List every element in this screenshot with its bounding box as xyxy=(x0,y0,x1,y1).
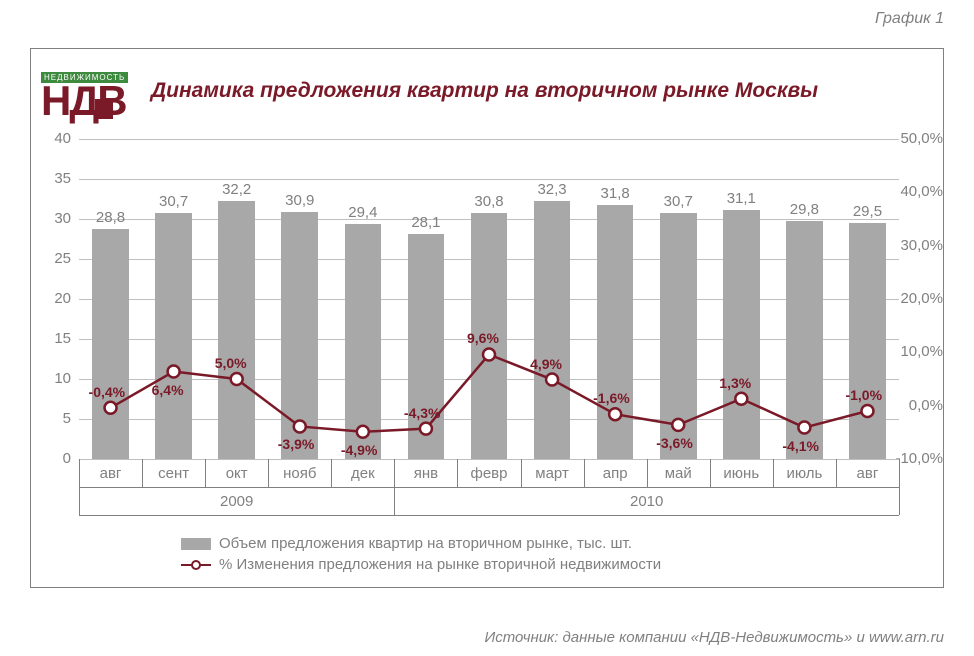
year-label: 2010 xyxy=(597,493,697,510)
x-tick-label: апр xyxy=(590,465,640,482)
logo-main-text: НДВ xyxy=(41,85,131,117)
source-text: Источник: данные компании «НДВ-Недвижимо… xyxy=(484,629,944,646)
y2-tick: 30,0% xyxy=(900,237,943,254)
grid-line xyxy=(79,459,899,460)
x-tick-label: нояб xyxy=(275,465,325,482)
y1-tick: 15 xyxy=(41,330,71,347)
line-value-label: -0,4% xyxy=(89,384,126,400)
legend-item-bar: Объем предложения квартир на вторичном р… xyxy=(181,535,801,552)
x-tick-label: март xyxy=(527,465,577,482)
line-value-label: -1,6% xyxy=(593,390,630,406)
legend-swatch-bar xyxy=(181,538,211,550)
line-value-label: -4,3% xyxy=(404,405,441,421)
line-value-label: -4,9% xyxy=(341,442,378,458)
x-tick-mark xyxy=(521,459,522,487)
x-tick-label: авг xyxy=(86,465,136,482)
x-tick-label: июль xyxy=(779,465,829,482)
y2-tick: 40,0% xyxy=(900,183,943,200)
y1-tick: 5 xyxy=(41,410,71,427)
legend-swatch-line xyxy=(181,558,211,572)
x-tick-label: июнь xyxy=(716,465,766,482)
x-tick-label: сент xyxy=(149,465,199,482)
y2-tick: 10,0% xyxy=(900,343,943,360)
x-tick-mark xyxy=(331,459,332,487)
line-value-label: 6,4% xyxy=(152,382,184,398)
logo-block: НЕДВИЖИМОСТЬ НДВ xyxy=(41,67,131,117)
chart-frame: НЕДВИЖИМОСТЬ НДВ Динамика предложения кв… xyxy=(30,48,944,588)
x-tick-mark xyxy=(710,459,711,487)
chart-title: Динамика предложения квартир на вторично… xyxy=(151,79,818,103)
line-value-label: 4,9% xyxy=(530,356,562,372)
line-value-label: 1,3% xyxy=(719,375,751,391)
line-value-label: -3,6% xyxy=(656,435,693,451)
x-tick-label: окт xyxy=(212,465,262,482)
line-value-label: 9,6% xyxy=(467,330,499,346)
year-label: 2009 xyxy=(187,493,287,510)
line-value-label: -4,1% xyxy=(782,438,819,454)
year-separator xyxy=(79,487,80,515)
figure-caption: График 1 xyxy=(875,10,944,28)
x-tick-label: февр xyxy=(464,465,514,482)
x-tick-mark xyxy=(773,459,774,487)
y1-tick: 10 xyxy=(41,370,71,387)
x-tick-mark xyxy=(899,459,900,487)
x-tick-mark xyxy=(205,459,206,487)
line-value-label: -1,0% xyxy=(845,387,882,403)
year-separator xyxy=(394,487,395,515)
y2-tick: -10,0% xyxy=(895,450,943,467)
y1-tick: 20 xyxy=(41,290,71,307)
year-axis-underline xyxy=(79,515,899,516)
x-axis-underline xyxy=(79,487,899,488)
x-tick-mark xyxy=(142,459,143,487)
x-tick-label: май xyxy=(653,465,703,482)
x-tick-mark xyxy=(268,459,269,487)
x-tick-mark xyxy=(394,459,395,487)
year-separator xyxy=(899,487,900,515)
y2-tick: 20,0% xyxy=(900,290,943,307)
y1-tick: 40 xyxy=(41,130,71,147)
x-tick-mark xyxy=(836,459,837,487)
line-series xyxy=(79,139,899,459)
y2-tick: 0,0% xyxy=(909,397,943,414)
x-tick-mark xyxy=(647,459,648,487)
legend: Объем предложения квартир на вторичном р… xyxy=(181,531,801,577)
x-tick-mark xyxy=(79,459,80,487)
y1-tick: 25 xyxy=(41,250,71,267)
line-value-label: 5,0% xyxy=(215,355,247,371)
x-tick-label: дек xyxy=(338,465,388,482)
x-tick-mark xyxy=(584,459,585,487)
y1-tick: 30 xyxy=(41,210,71,227)
x-tick-label: янв xyxy=(401,465,451,482)
logo-decoration xyxy=(95,99,113,119)
line-value-label: -3,9% xyxy=(278,436,315,452)
y1-tick: 35 xyxy=(41,170,71,187)
legend-text-bar: Объем предложения квартир на вторичном р… xyxy=(219,535,632,552)
plot-area: 28,830,732,230,929,428,130,832,331,830,7… xyxy=(79,139,899,459)
legend-text-line: % Изменения предложения на рынке вторичн… xyxy=(219,556,661,573)
y2-tick: 50,0% xyxy=(900,130,943,147)
x-tick-label: авг xyxy=(842,465,892,482)
legend-item-line: % Изменения предложения на рынке вторичн… xyxy=(181,556,801,573)
x-tick-mark xyxy=(457,459,458,487)
y1-tick: 0 xyxy=(41,450,71,467)
